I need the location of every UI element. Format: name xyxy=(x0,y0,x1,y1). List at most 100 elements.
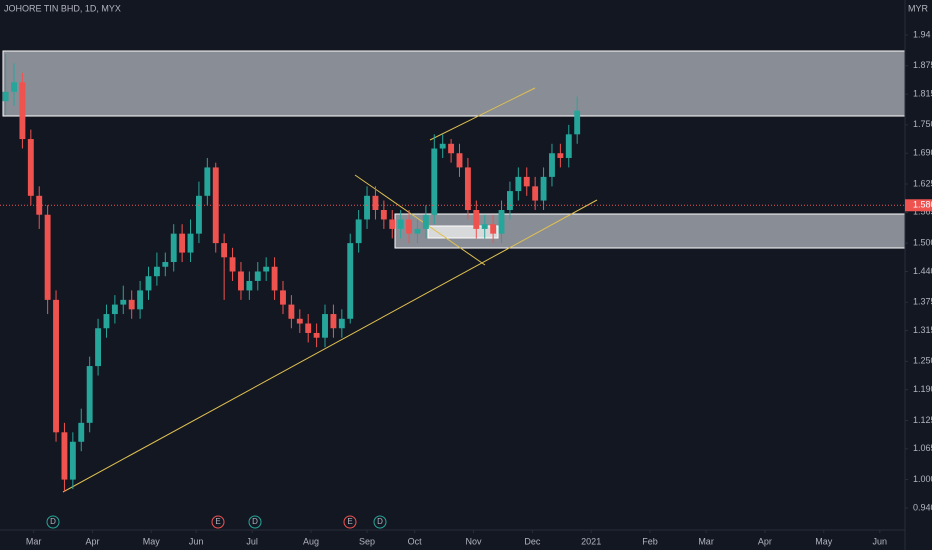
candle-body xyxy=(296,318,303,324)
y-tick-label: 1.125 xyxy=(913,415,932,425)
candle-body xyxy=(187,233,194,253)
trend-line xyxy=(429,87,536,141)
candle-body xyxy=(95,328,102,367)
supply-zone xyxy=(2,50,906,117)
last-price-label: 1.580 xyxy=(913,200,932,210)
candle-body xyxy=(338,318,345,329)
x-tick-label: Mar xyxy=(26,536,42,546)
candle-body xyxy=(61,432,68,480)
y-tick-label: 1.815 xyxy=(913,88,932,98)
event-marker[interactable] xyxy=(248,515,262,529)
chart-title: JOHORE TIN BHD, 1D, MYX xyxy=(4,3,121,13)
x-tick-label: May xyxy=(143,536,161,546)
candle-body xyxy=(305,323,312,333)
candle-body xyxy=(322,314,328,338)
candle-body xyxy=(53,299,59,433)
candle-body xyxy=(473,210,480,229)
event-marker[interactable] xyxy=(211,515,225,529)
candle-body xyxy=(212,167,219,244)
candle-body xyxy=(532,186,539,201)
event-label: E xyxy=(347,517,352,526)
candle-body xyxy=(221,243,228,258)
candle-body xyxy=(162,262,169,267)
y-tick-label: 1.315 xyxy=(913,325,932,335)
candle-body xyxy=(431,148,438,215)
candle-body xyxy=(170,233,177,263)
candle-body xyxy=(422,214,429,229)
y-tick-label: 1.190 xyxy=(913,384,932,394)
candle-body xyxy=(397,219,404,229)
y-tick-label: 1.500 xyxy=(913,237,932,247)
candle-body xyxy=(481,224,488,229)
event-marker[interactable] xyxy=(46,515,60,529)
x-tick-label: Oct xyxy=(408,536,423,546)
event-label: E xyxy=(215,517,220,526)
candle-body xyxy=(330,314,337,329)
candle-body xyxy=(86,366,93,423)
y-tick-label: 1.625 xyxy=(913,178,932,188)
candle-body xyxy=(246,280,253,291)
candle-body xyxy=(288,304,295,319)
y-tick-label: 1.875 xyxy=(913,60,932,70)
candle-body xyxy=(448,143,455,154)
candle-body xyxy=(137,290,144,310)
candle-body xyxy=(389,219,396,229)
x-tick-label: Dec xyxy=(524,536,541,546)
candle-body xyxy=(179,233,186,253)
x-tick-label: Feb xyxy=(642,536,658,546)
candle-body xyxy=(263,266,270,272)
candle-body xyxy=(380,210,387,220)
x-tick-label: Jun xyxy=(189,536,204,546)
candle-body xyxy=(153,266,160,277)
candle-body xyxy=(280,290,286,305)
candle-body xyxy=(128,299,135,310)
candle-body xyxy=(195,195,202,234)
y-tick-label: 1.065 xyxy=(913,443,932,453)
candle-body xyxy=(557,153,564,158)
x-tick-label: May xyxy=(815,536,833,546)
x-tick-label: Mar xyxy=(698,536,714,546)
x-tick-label: Apr xyxy=(758,536,772,546)
candle-body xyxy=(355,219,362,244)
candle-body xyxy=(2,91,9,102)
candle-body xyxy=(540,176,547,201)
candle-body xyxy=(347,243,354,319)
events: D E D E D xyxy=(46,515,387,529)
last-price-tag xyxy=(905,199,932,212)
x-tick-label: Jun xyxy=(873,536,888,546)
candle-body xyxy=(229,257,236,272)
candle-body xyxy=(145,276,152,291)
candle-body xyxy=(456,153,463,168)
candle-body xyxy=(120,299,127,305)
candle-body xyxy=(238,271,244,291)
candle-body xyxy=(549,153,555,177)
candle-body xyxy=(506,191,513,210)
x-tick-label: Aug xyxy=(303,536,319,546)
candle-body xyxy=(414,228,421,234)
candle-body xyxy=(44,214,51,300)
y-tick-label: 1.375 xyxy=(913,297,932,307)
event-label: D xyxy=(50,517,56,526)
trend-line xyxy=(354,174,486,266)
candle-body xyxy=(364,195,370,220)
event-marker[interactable] xyxy=(343,515,357,529)
candle-body xyxy=(313,332,320,338)
candle-body xyxy=(254,271,261,281)
event-marker[interactable] xyxy=(373,515,387,529)
candle-body xyxy=(498,210,505,234)
candle-body xyxy=(69,441,76,480)
candle-body xyxy=(439,143,446,149)
candle-body xyxy=(78,422,85,442)
x-tick-label: Nov xyxy=(466,536,483,546)
small-zone xyxy=(427,225,499,239)
x-tick-label: Jul xyxy=(246,536,258,546)
candle-body xyxy=(406,219,413,234)
candle-body xyxy=(111,304,118,315)
trend-line xyxy=(62,199,598,493)
y-tick-label: 1.000 xyxy=(913,474,932,484)
candle-body xyxy=(271,266,278,291)
candle-body xyxy=(523,176,530,187)
y-tick-label: 1.94 xyxy=(913,29,931,39)
